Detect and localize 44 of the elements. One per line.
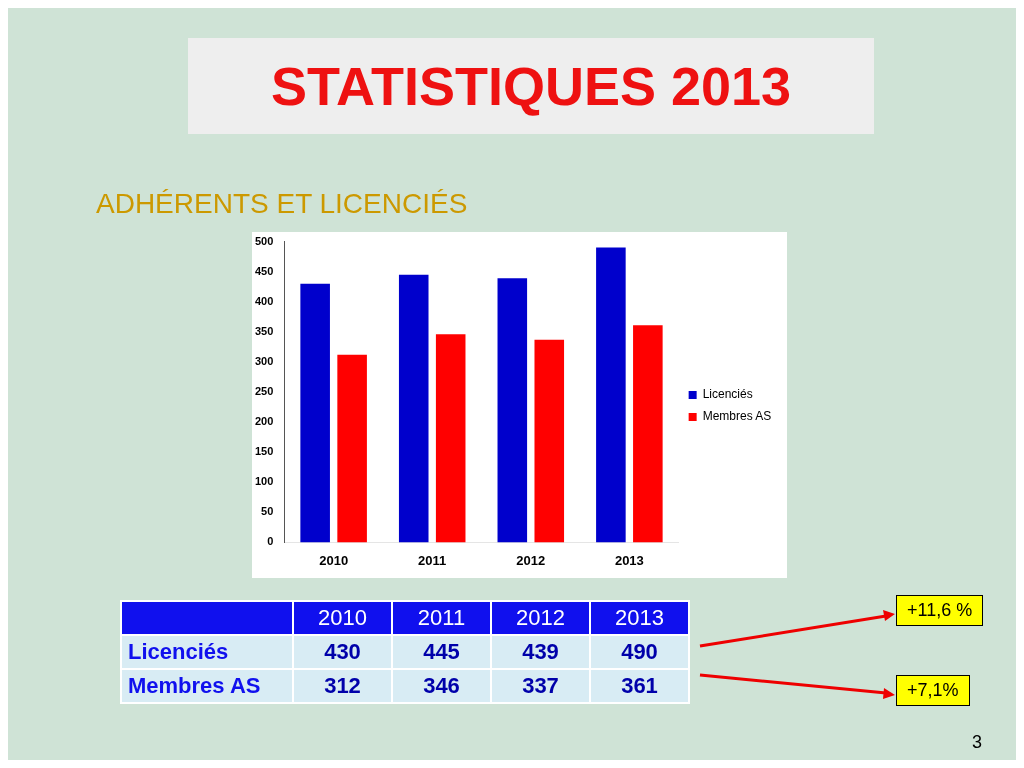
- data-label: 430: [293, 635, 392, 669]
- bar: [435, 334, 466, 543]
- category-label: 2013: [615, 605, 664, 630]
- bar: [497, 278, 528, 543]
- y-tick-label: 100: [254, 475, 274, 488]
- data-label: 337: [491, 669, 590, 703]
- data-label: 445: [392, 635, 491, 669]
- category-label: 2012: [516, 605, 565, 630]
- chart-title: STATISTIQUES 2013: [270, 55, 792, 117]
- data-label: 361: [590, 669, 689, 703]
- bar: [337, 354, 367, 543]
- bar: [534, 339, 565, 543]
- bar: [633, 325, 663, 543]
- text: +7,1%: [896, 675, 970, 706]
- legend-label: Licenciés: [702, 387, 753, 402]
- text: 3: [971, 732, 982, 753]
- y-tick-label: 200: [254, 415, 274, 428]
- x-tick-label: 2012: [516, 552, 546, 568]
- y-tick-label: 400: [254, 294, 274, 307]
- data-label: 346: [392, 669, 491, 703]
- y-tick-label: 0: [267, 535, 274, 548]
- y-tick-label: 500: [254, 234, 274, 247]
- text: Membres AS: [128, 673, 261, 698]
- y-tick-label: 450: [254, 264, 274, 277]
- x-tick-label: 2011: [418, 552, 447, 568]
- y-tick-label: 50: [261, 505, 274, 518]
- x-tick-label: 2010: [319, 552, 349, 568]
- data-label: 490: [590, 635, 689, 669]
- x-tick-label: 2013: [614, 552, 644, 568]
- category-label: 2010: [318, 605, 367, 630]
- legend-label: Membres AS: [702, 409, 772, 424]
- bar: [300, 283, 330, 543]
- y-tick-label: 350: [254, 324, 274, 337]
- bar: [596, 247, 626, 543]
- data-label: 312: [293, 669, 392, 703]
- text: Licenciés: [128, 639, 229, 664]
- chart-subtitle: ADHÉRENTS ET LICENCIÉS: [96, 188, 468, 220]
- y-tick-label: 300: [254, 354, 274, 367]
- y-tick-label: 150: [254, 445, 274, 458]
- data-label: 439: [491, 635, 590, 669]
- text: +11,6 %: [896, 595, 984, 626]
- y-tick-label: 250: [254, 385, 274, 398]
- bar: [398, 274, 429, 543]
- category-label: 2011: [417, 605, 466, 630]
